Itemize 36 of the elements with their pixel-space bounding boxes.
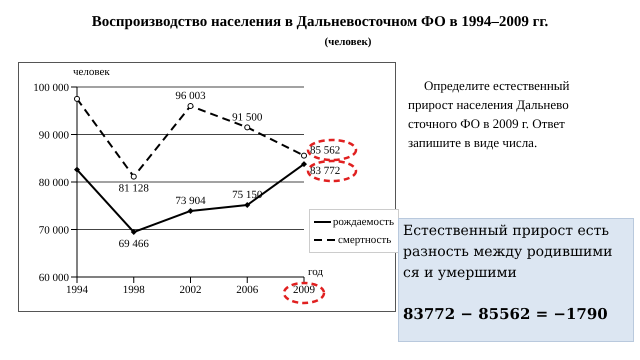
x-axis-title: год [308, 266, 324, 278]
data-label: 81 128 [118, 182, 150, 195]
legend-label: смертность [338, 234, 392, 246]
point [301, 161, 307, 168]
y-tick-label: 80 000 [38, 176, 70, 189]
point [188, 102, 194, 109]
point [188, 208, 194, 214]
data-label: 69 466 [118, 238, 150, 250]
text: Определите естественный прирост населения Дальнево сточного ФО в 2009 г. Ответ запишите в виде числа. [408, 77, 571, 152]
x-tick-label: 2002 [180, 284, 202, 296]
data-label: 73 904 [175, 194, 206, 207]
point [244, 202, 250, 208]
x-tick-label: 2006 [236, 284, 259, 296]
text: (человек) [324, 36, 372, 48]
text: Естественный прирост есть разность между родившими ся и умершими [403, 222, 614, 283]
point [130, 174, 137, 180]
data-label: 96 003 [175, 90, 206, 102]
point [74, 96, 80, 102]
x-tick-label: 1994 [66, 284, 88, 296]
data-label: 85 562 [310, 144, 340, 157]
legend-label: рождаемость [332, 216, 394, 228]
x-tick-label: 1998 [122, 284, 146, 296]
data-label: 91 500 [232, 111, 263, 124]
y-tick-label: 70 000 [38, 224, 70, 236]
y-tick-label: 60 000 [38, 272, 70, 284]
x-tick-label: 2009 [293, 284, 316, 296]
y-tick-label: 90 000 [38, 129, 70, 142]
data-label: 83 772 [310, 165, 340, 178]
point [74, 166, 80, 173]
y-tick-label: 100 000 [33, 82, 70, 94]
point [130, 229, 137, 236]
text: 83772 − 85562 = −1790 [403, 304, 609, 325]
chart-title: Воспроизводство населения в Дальневосточном ФО в 1994–2009 гг. [90, 14, 550, 31]
y-axis-title: человек [73, 66, 110, 78]
point [301, 152, 307, 159]
point [244, 124, 250, 130]
